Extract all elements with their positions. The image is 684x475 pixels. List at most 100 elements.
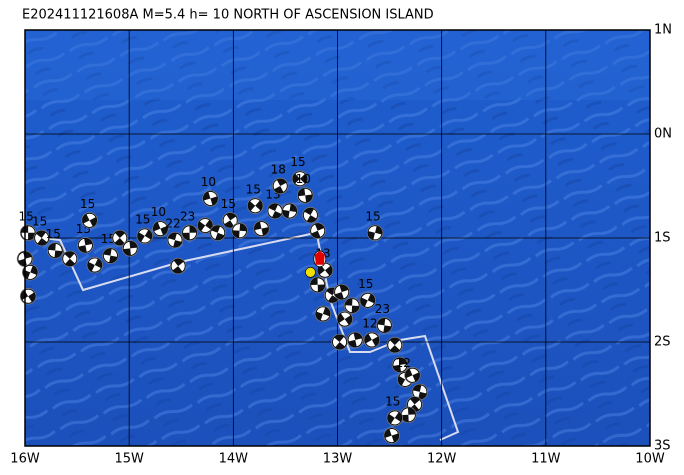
beachball-quadrant <box>311 223 325 238</box>
beachball-quadrant <box>137 229 152 242</box>
epicenter-fill <box>314 250 325 265</box>
beachball-quadrant <box>123 241 138 256</box>
beachball-quadrant <box>389 338 400 353</box>
focal-mechanism <box>359 292 376 309</box>
focal-mechanism <box>297 187 314 204</box>
focal-mechanism <box>81 212 98 229</box>
beachball-quadrant <box>387 412 402 424</box>
focal-mechanism <box>343 297 361 314</box>
depth-label: 12 <box>396 356 411 370</box>
focal-mechanism <box>266 202 284 220</box>
focal-mechanism <box>86 256 103 274</box>
focal-mechanism <box>181 224 198 242</box>
beachball-quadrant <box>364 333 379 347</box>
y-tick-label: 3S <box>654 439 671 454</box>
beachball-quadrant <box>282 204 297 218</box>
focal-mechanism <box>386 336 403 354</box>
y-tick-label: 0N <box>654 127 672 142</box>
depth-label: 22 <box>165 217 180 231</box>
focal-mechanism <box>291 170 309 187</box>
focal-mechanism <box>411 383 428 401</box>
focal-mechanism <box>366 224 384 242</box>
beachball-quadrant <box>172 259 184 274</box>
focal-mechanism <box>136 227 153 245</box>
beachball-quadrant <box>318 264 332 276</box>
depth-label: 15 <box>80 197 95 211</box>
depth-label: 12 <box>362 316 377 330</box>
map-frame <box>24 29 651 447</box>
focal-mechanism <box>102 247 119 264</box>
beachball-quadrant <box>348 332 363 347</box>
focal-mechanism <box>33 229 50 247</box>
focal-mechanism <box>404 367 421 384</box>
focal-mechanism <box>347 331 364 349</box>
beachball-quadrant <box>274 179 287 193</box>
focal-mechanism <box>281 202 298 220</box>
beachball-quadrant <box>326 288 339 303</box>
depth-label: 10 <box>296 172 311 186</box>
beachball-quadrant <box>224 213 237 228</box>
beachball-quadrant <box>64 251 75 266</box>
beachball-quadrant <box>248 200 263 212</box>
depth-label: 15 <box>135 212 150 226</box>
beachball-quadrant <box>412 384 427 399</box>
depth-label: 15 <box>358 277 373 291</box>
focal-mechanism <box>333 283 350 301</box>
depth-label: 15 <box>18 209 33 223</box>
beachball-quadrant <box>168 233 182 248</box>
depth-label: 10 <box>201 175 216 189</box>
beachball-quadrant <box>232 223 247 238</box>
focal-mechanism <box>222 212 239 229</box>
beachball-quadrant <box>405 368 420 382</box>
x-tick-label: 10W <box>635 452 665 467</box>
beachball-quadrant <box>18 251 32 266</box>
focal-mechanism <box>309 276 326 293</box>
depth-label: 23 <box>180 209 195 223</box>
focal-mechanism <box>152 220 169 237</box>
focal-mechanism <box>22 264 39 281</box>
depth-label: 15 <box>46 227 61 241</box>
beachball-quadrant <box>335 285 349 300</box>
depth-label: 18 <box>271 163 286 177</box>
x-tick-label: 11W <box>531 452 561 467</box>
focal-mechanism <box>47 242 64 259</box>
depth-label: 15 <box>246 182 261 196</box>
beachball-quadrant <box>337 313 352 325</box>
beachball-quadrant <box>298 188 313 203</box>
focal-mechanism <box>309 222 326 239</box>
focal-mechanism <box>400 406 417 423</box>
focal-mechanism <box>386 409 403 427</box>
beachball-quadrant <box>182 225 197 240</box>
depth-label: 10 <box>151 205 166 219</box>
focal-mechanism <box>376 317 393 334</box>
beachball-quadrant <box>36 231 48 245</box>
map-title: E202411121608A M=5.4 h= 10 NORTH OF ASCE… <box>22 8 434 23</box>
beachball-quadrant <box>153 222 168 236</box>
focal-mechanism <box>231 222 248 239</box>
beachball-quadrant <box>114 231 125 245</box>
beachball-quadrant <box>211 225 225 240</box>
beachball-quadrant <box>293 173 307 184</box>
focal-mechanism <box>302 206 319 224</box>
depth-label: 23 <box>375 302 390 316</box>
y-tick-label: 1S <box>654 231 671 246</box>
depth-label: 15 <box>221 197 236 211</box>
beachball-quadrant <box>334 335 345 349</box>
beachball-quadrant <box>368 226 382 240</box>
focal-mechanism <box>391 356 409 374</box>
y-tick-label: 2S <box>654 335 671 350</box>
beachball-quadrant <box>82 214 97 227</box>
beachball-quadrant <box>198 219 213 232</box>
x-tick-label: 14W <box>219 452 249 467</box>
x-tick-label: 15W <box>114 452 144 467</box>
events: 1515151515151510222310151513181510151315… <box>16 155 428 444</box>
beachball-quadrant <box>203 191 218 206</box>
focal-mechanism <box>363 331 381 349</box>
focal-mechanism <box>336 310 353 328</box>
depth-label: 15 <box>385 394 400 408</box>
focal-mechanism <box>169 257 187 275</box>
beachball-quadrant <box>254 221 269 236</box>
beachball-quadrant <box>345 298 360 313</box>
focal-mechanism <box>197 217 214 234</box>
x-tick-label: 16W <box>10 452 40 467</box>
